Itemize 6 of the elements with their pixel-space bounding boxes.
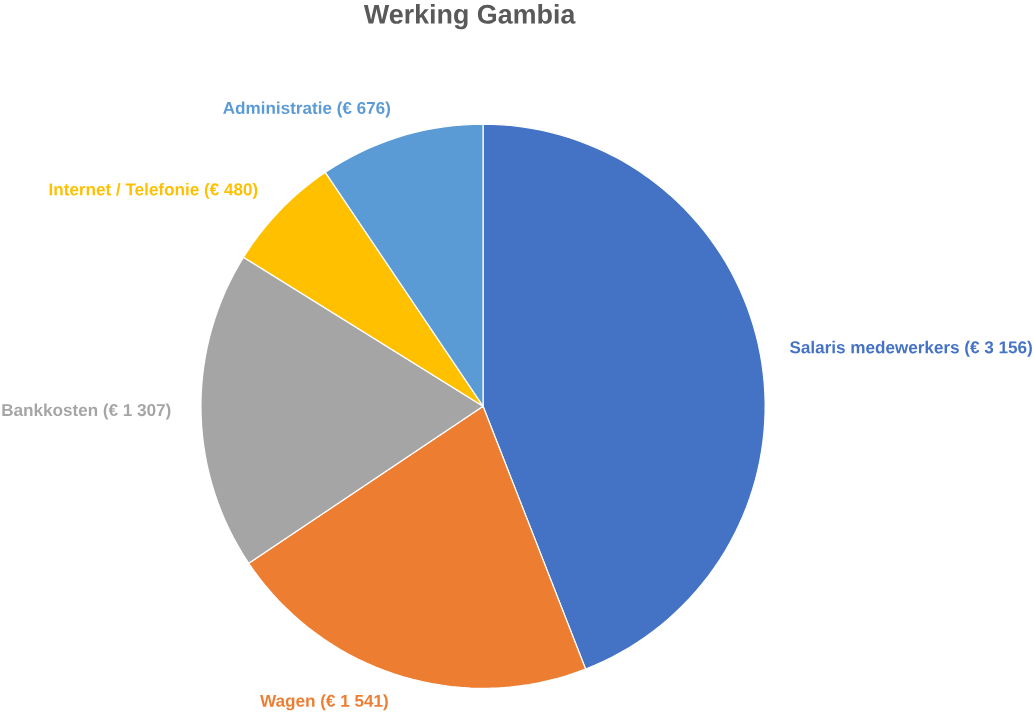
slice-label: Bankkosten (€ 1 307) (2, 403, 171, 420)
slice-label: Administratie (€ 676) (223, 101, 391, 118)
slice-label: Wagen (€ 1 541) (260, 694, 388, 711)
slice-label: Salaris medewerkers (€ 3 156) (789, 341, 1032, 358)
chart-title: Werking Gambia (363, 4, 576, 30)
slice-label: Internet / Telefonie (€ 480) (49, 183, 258, 200)
